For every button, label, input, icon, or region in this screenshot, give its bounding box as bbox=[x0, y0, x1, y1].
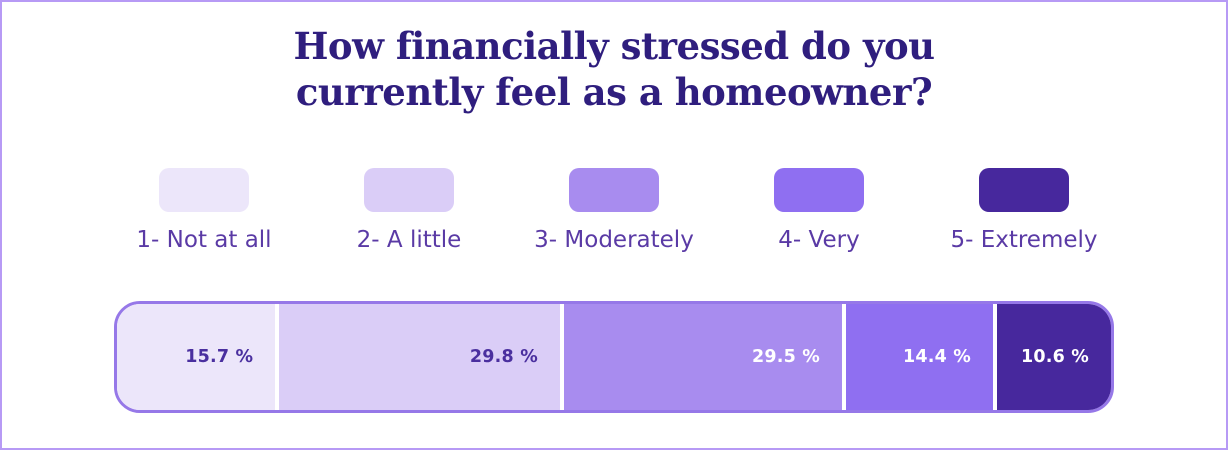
legend-item[interactable]: 4- Very bbox=[719, 167, 919, 253]
bar-segment[interactable]: 15.7 % bbox=[117, 303, 276, 410]
chart-title-line-2: currently feel as a homeowner? bbox=[295, 69, 933, 114]
segment-value-label: 14.4 % bbox=[902, 346, 971, 367]
segment-value-label: 15.7 % bbox=[185, 346, 254, 367]
segment-value-label: 29.5 % bbox=[751, 346, 820, 367]
bar-segment[interactable]: 14.4 % bbox=[846, 303, 993, 410]
bar-segment[interactable]: 29.5 % bbox=[563, 303, 842, 410]
bar-segment[interactable]: 29.8 % bbox=[279, 303, 560, 410]
legend-swatch bbox=[979, 167, 1069, 212]
legend-item[interactable]: 2- A little bbox=[309, 167, 509, 253]
segment-value-label: 29.8 % bbox=[469, 346, 538, 367]
legend-label: 1- Not at all bbox=[136, 226, 272, 253]
legend-swatch bbox=[569, 167, 659, 212]
segment-value-label: 10.6 % bbox=[1020, 346, 1089, 367]
legend-swatch bbox=[364, 167, 454, 212]
legend-item[interactable]: 1- Not at all bbox=[104, 167, 304, 253]
stacked-bar: 15.7 % 29.8 % 29.5 % 14.4 % 10.6 % bbox=[114, 300, 1114, 413]
legend-item[interactable]: 3- Moderately bbox=[514, 167, 714, 253]
legend-label: 4- Very bbox=[778, 226, 860, 253]
legend-swatch bbox=[159, 167, 249, 212]
legend-swatch bbox=[774, 167, 864, 212]
legend-item[interactable]: 5- Extremely bbox=[924, 167, 1124, 253]
bar-segment[interactable]: 10.6 % bbox=[996, 303, 1111, 410]
legend-label: 5- Extremely bbox=[950, 226, 1098, 253]
legend-label: 2- A little bbox=[356, 226, 462, 253]
chart-legend: 1- Not at all 2- A little 3- Moderately 4- … bbox=[104, 167, 1124, 253]
legend-label: 3- Moderately bbox=[534, 226, 694, 253]
chart-title: How financially stressed do you currentl… bbox=[2, 24, 1226, 116]
chart-title-line-1: How financially stressed do you bbox=[293, 24, 935, 68]
